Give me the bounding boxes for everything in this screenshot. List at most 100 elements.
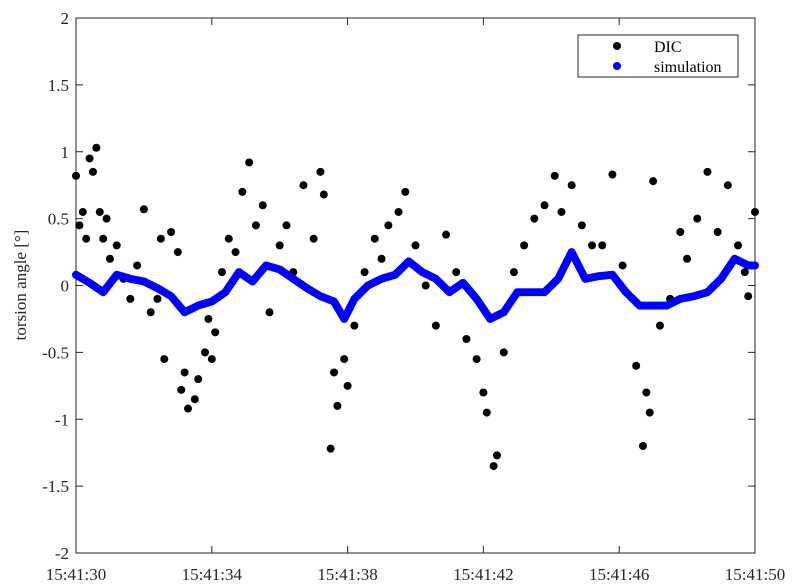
y-tick-label: -1.5 — [42, 477, 69, 496]
dic-point — [85, 154, 94, 163]
dic-point — [421, 281, 430, 290]
dic-point — [207, 355, 216, 364]
dic-point — [370, 234, 379, 243]
dic-point — [442, 230, 451, 239]
dic-point — [492, 451, 501, 460]
x-tick-label: 15:41:34 — [182, 565, 243, 584]
dic-point — [156, 234, 165, 243]
dic-point — [265, 308, 274, 317]
dic-point — [258, 201, 267, 210]
y-tick-label: 1 — [61, 143, 70, 162]
dic-point — [275, 241, 284, 250]
dic-point — [99, 234, 108, 243]
dic-point — [95, 207, 104, 216]
legend-box — [577, 34, 739, 78]
y-tick-label: 0 — [61, 277, 70, 296]
dic-point — [598, 241, 607, 250]
dic-point — [112, 241, 121, 250]
dic-point — [489, 462, 498, 471]
dic-point — [245, 158, 254, 167]
dic-point — [676, 228, 685, 236]
y-tick-label: -2 — [55, 544, 69, 563]
dic-point — [78, 207, 87, 216]
dic-point — [316, 167, 325, 176]
y-axis-ticks: -2 -1.5 -1 -0.5 0 0.5 1 1.5 2 — [42, 9, 755, 563]
dic-point — [567, 181, 576, 190]
dic-point — [588, 241, 597, 250]
dic-point — [411, 241, 420, 250]
x-axis-ticks: 15:41:30 15:41:34 15:41:38 15:41:42 15:41:46… — [46, 18, 785, 584]
dic-point — [177, 385, 186, 394]
legend-label-simulation: simulation — [654, 59, 722, 76]
dic-point — [333, 401, 342, 410]
dic-point — [204, 314, 213, 323]
dic-point — [360, 268, 369, 277]
dic-point — [173, 248, 182, 257]
dic-point — [309, 234, 318, 243]
dic-point — [751, 207, 759, 216]
dic-point — [139, 205, 148, 214]
dic-point — [105, 254, 114, 263]
dic-point — [384, 221, 393, 230]
dic-point — [608, 170, 617, 179]
dic-point — [217, 268, 226, 277]
dic-point — [530, 214, 539, 223]
dic-point — [211, 328, 220, 337]
dic-point — [88, 167, 97, 176]
dic-point — [509, 268, 518, 277]
dic-point — [153, 294, 162, 303]
dic-point — [401, 187, 410, 196]
y-tick-label: 2 — [61, 9, 70, 28]
dic-point — [377, 254, 386, 263]
series-dic — [72, 143, 759, 471]
dic-point — [734, 241, 743, 250]
dic-point — [102, 214, 111, 223]
dic-point — [431, 321, 440, 330]
dic-point — [299, 181, 308, 190]
y-axis-title: torsion angle [°] — [11, 230, 30, 341]
legend-label-dic: DIC — [654, 39, 682, 56]
dic-point — [238, 187, 247, 196]
dic-point — [452, 268, 461, 277]
dic-point — [92, 143, 101, 152]
x-tick-label: 15:41:42 — [453, 565, 513, 584]
legend-marker-simulation — [613, 62, 621, 70]
dic-point — [133, 261, 142, 270]
dic-point — [251, 221, 260, 230]
dic-point — [632, 361, 641, 370]
simulation-point — [751, 261, 759, 270]
dic-point — [160, 355, 169, 364]
dic-point — [740, 268, 749, 277]
dic-point — [577, 221, 586, 230]
dic-point — [703, 167, 712, 176]
dic-point — [82, 234, 91, 243]
dic-point — [520, 241, 529, 250]
dic-point — [638, 442, 647, 450]
x-tick-label: 15:41:38 — [317, 565, 377, 584]
dic-point — [645, 408, 654, 417]
y-tick-label: 0.5 — [48, 210, 69, 229]
dic-point — [649, 177, 658, 186]
dic-point — [167, 228, 176, 236]
dic-point — [499, 348, 508, 357]
dic-point — [642, 388, 651, 397]
dic-point — [472, 355, 481, 364]
dic-point — [340, 355, 349, 364]
dic-point — [326, 444, 335, 453]
dic-point — [231, 248, 240, 257]
dic-point — [723, 181, 732, 190]
dic-point — [350, 321, 359, 330]
dic-point — [683, 254, 692, 263]
dic-point — [72, 171, 80, 180]
dic-point — [540, 201, 549, 210]
dic-point — [550, 171, 559, 180]
x-tick-label: 15:41:50 — [725, 565, 785, 584]
dic-point — [618, 261, 627, 270]
dic-point — [180, 368, 189, 377]
plot-area — [75, 17, 756, 554]
dic-point — [282, 221, 291, 230]
dic-point — [693, 214, 702, 223]
dic-point — [330, 368, 339, 377]
dic-point — [744, 292, 753, 301]
